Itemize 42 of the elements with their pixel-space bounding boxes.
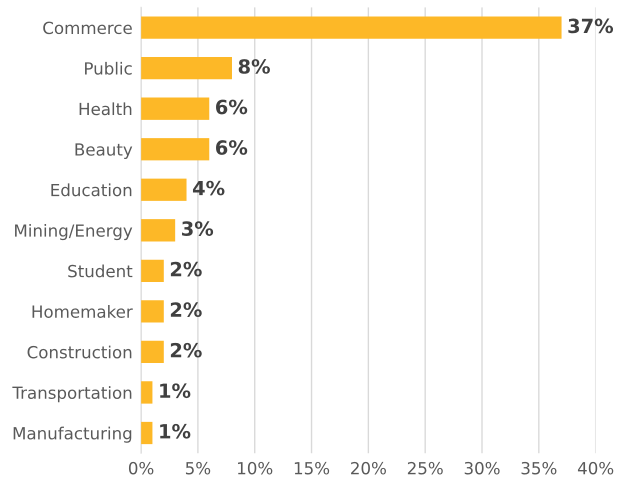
- y-tick-label: Beauty: [76, 143, 132, 160]
- data-label: 6%: [216, 140, 248, 155]
- x-tick-label: 0%: [128, 462, 154, 474]
- bar: [141, 300, 164, 323]
- data-label: 1%: [160, 383, 190, 398]
- data-label: 3%: [182, 221, 214, 236]
- y-tick-label: Homemaker: [32, 305, 133, 318]
- data-label: 37%: [568, 18, 614, 34]
- y-tick-label: Student: [68, 264, 132, 278]
- bar: [141, 260, 164, 282]
- bar: [141, 219, 176, 242]
- bar: [141, 340, 164, 364]
- y-tick-label: Transportation: [12, 386, 132, 402]
- y-tick-label: Commerce: [43, 22, 132, 34]
- x-tick-label: 35%: [522, 462, 556, 474]
- y-tick-label: Manufacturing: [14, 426, 132, 443]
- x-tick-label: 15%: [294, 462, 330, 474]
- y-tick-label: Construction: [28, 346, 132, 358]
- data-label: 1%: [160, 424, 190, 439]
- y-tick-label: Public: [85, 62, 132, 75]
- data-label: 4%: [192, 180, 224, 196]
- bar: [141, 381, 152, 404]
- x-tick-label: 25%: [408, 462, 443, 474]
- x-tick-label: 5%: [186, 462, 210, 474]
- bar: [141, 178, 187, 201]
- y-tick-label: Mining/Energy: [15, 224, 132, 240]
- x-tick-label: 10%: [238, 462, 272, 474]
- bar: [141, 98, 210, 120]
- bar: [141, 57, 232, 80]
- x-tick-label: 40%: [578, 462, 614, 474]
- data-label: 2%: [170, 302, 202, 318]
- x-tick-label: 30%: [464, 462, 500, 474]
- data-label: 2%: [170, 342, 202, 358]
- x-tick-label: 20%: [351, 462, 386, 474]
- bar: [141, 16, 562, 39]
- bar: [141, 138, 210, 160]
- data-label: 8%: [238, 59, 270, 74]
- bar: [141, 422, 152, 444]
- y-tick-label: Health: [80, 102, 132, 116]
- y-tick-label: Education: [51, 183, 132, 196]
- data-label: 6%: [216, 100, 248, 114]
- data-label: 2%: [170, 262, 202, 276]
